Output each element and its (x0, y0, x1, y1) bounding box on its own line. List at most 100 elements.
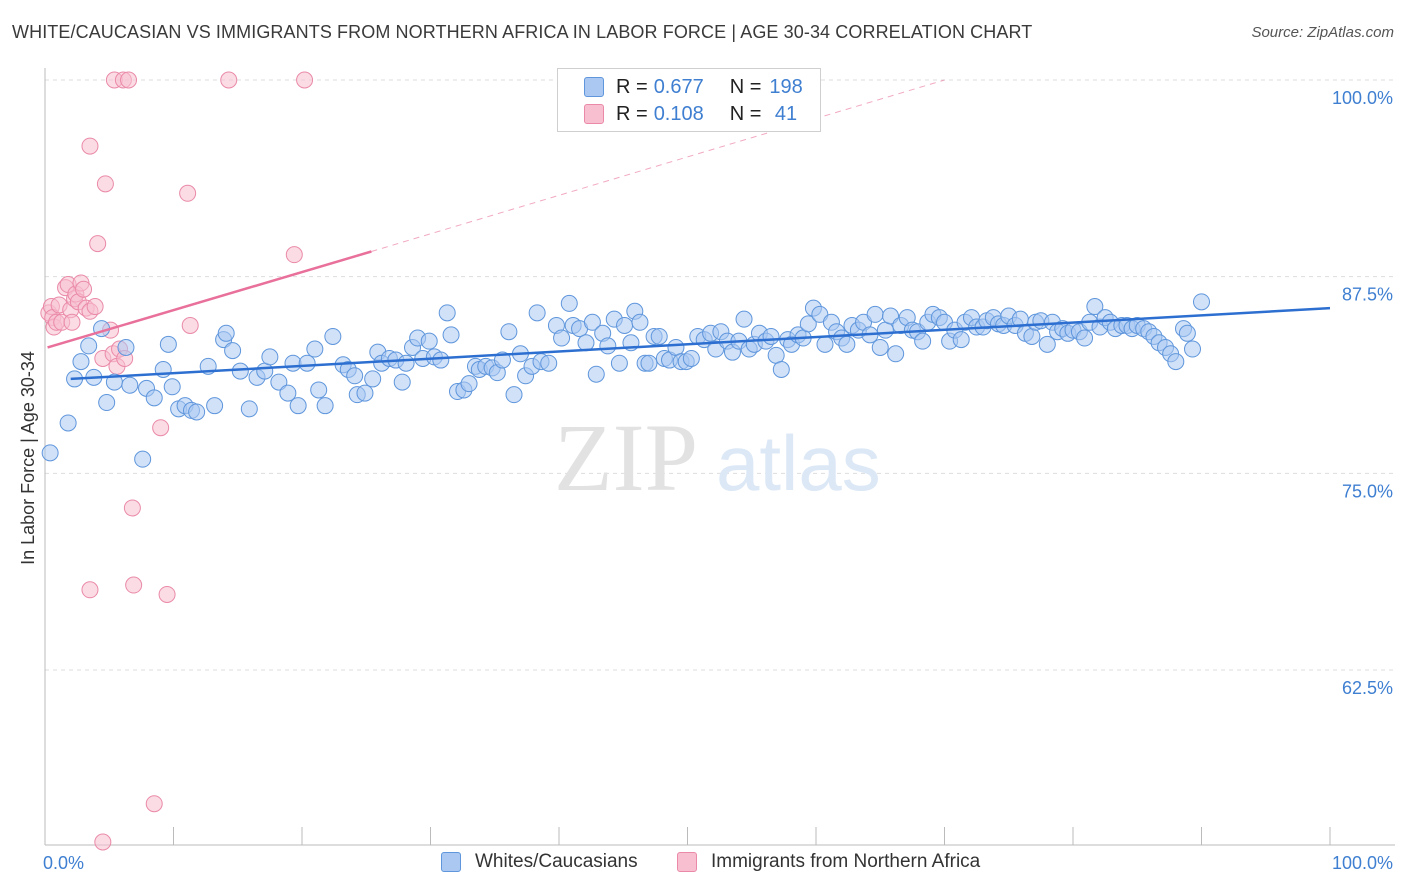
chart-title: WHITE/CAUCASIAN VS IMMIGRANTS FROM NORTH… (12, 22, 1033, 42)
blue-data-point (667, 338, 685, 356)
blue-data-point (838, 335, 856, 353)
blue-data-point (188, 403, 206, 421)
blue-data-point (159, 335, 177, 353)
blue-data-point (682, 349, 700, 367)
blue-data-point (324, 327, 342, 345)
blue-data-point (289, 397, 307, 415)
blue-data-point (364, 370, 382, 388)
source-label: Source: ZipAtlas.com (1251, 24, 1394, 41)
blue-data-point (163, 378, 181, 396)
blue-data-point (528, 304, 546, 322)
blue-data-point (72, 353, 90, 371)
pink-data-point (158, 585, 176, 603)
blue-data-point (560, 294, 578, 312)
blue-data-point (1023, 327, 1041, 345)
blue-data-point (298, 354, 316, 372)
trend-lines (47, 79, 1331, 381)
pink-data-point (152, 419, 170, 437)
blue-data-point (1086, 298, 1104, 316)
x-tick-label: 0.0% (43, 853, 84, 873)
blue-data-point (284, 354, 302, 372)
blue-data-point (356, 384, 374, 402)
blue-data-point (393, 373, 411, 391)
legend-item-whites[interactable]: Whites/Caucasians (441, 851, 638, 873)
pink-data-point (123, 499, 141, 517)
legend-swatch-blue (441, 852, 461, 872)
blue-data-point (279, 384, 297, 402)
pink-data-point (94, 833, 112, 851)
blue-data-point (240, 400, 258, 418)
blue-data-point (217, 324, 235, 342)
legend-r-value: 0.108 (653, 102, 704, 125)
blue-data-point (577, 334, 595, 352)
blue-data-point (1184, 340, 1202, 358)
blue-data-point (442, 326, 460, 344)
blue-data-point (206, 397, 224, 415)
pink-data-point (125, 576, 143, 594)
legend-n-label: N = (729, 75, 762, 98)
blue-data-point (599, 337, 617, 355)
pink-data-point (75, 280, 93, 298)
legend-label-whites: Whites/Caucasians (475, 851, 638, 872)
blue-data-point (1038, 335, 1056, 353)
blue-data-point (887, 345, 905, 363)
pink-data-point (220, 71, 238, 89)
legend-r-label: R = (616, 75, 648, 98)
blue-data-point (540, 354, 558, 372)
legend-swatch-pink (677, 852, 697, 872)
pink-data-point (96, 175, 114, 193)
blue-data-point (640, 354, 658, 372)
blue-data-point (772, 360, 790, 378)
blue-data-point (914, 332, 932, 350)
blue-data-point (270, 373, 288, 391)
blue-data-point (767, 346, 785, 364)
blue-data-point (816, 335, 834, 353)
y-tick-label: 87.5% (1342, 285, 1393, 305)
blue-data-point (866, 305, 884, 323)
blue-data-point (500, 323, 518, 341)
legend-row-blue: R = 0.677 N = 198 (584, 74, 803, 100)
legend-n-label: N = (729, 102, 762, 125)
blue-data-point (587, 365, 605, 383)
y-tick-label: 100.0% (1332, 88, 1393, 108)
blue-data-point (80, 337, 98, 355)
blue-data-point (231, 362, 249, 380)
blue-data-point (432, 351, 450, 369)
pink-data-point (296, 71, 314, 89)
legend-item-immigrants[interactable]: Immigrants from Northern Africa (677, 851, 980, 873)
blue-data-point (553, 329, 571, 347)
blue-data-point (346, 367, 364, 385)
blue-data-point (871, 338, 889, 356)
watermark-atlas: atlas (716, 419, 881, 507)
blue-data-point (438, 304, 456, 322)
blue-data-point (316, 397, 334, 415)
blue-data-point (224, 342, 242, 360)
pink-data-point (63, 313, 81, 331)
blue-data-point (610, 354, 628, 372)
pink-data-point (86, 298, 104, 316)
blue-data-point (762, 327, 780, 345)
y-tick-label: 75.0% (1342, 481, 1393, 501)
blue-data-point (616, 316, 634, 334)
series-legend: Whites/Caucasians Immigrants from Northe… (0, 851, 1406, 877)
legend-n-value: 198 (769, 75, 803, 98)
blue-data-point (59, 414, 77, 432)
pink-data-point (181, 316, 199, 334)
y-tick-label: 62.5% (1342, 678, 1393, 698)
blue-data-point (420, 332, 438, 350)
tick-labels: 62.5% 75.0% 87.5% 100.0% 0.0% 100.0% (43, 88, 1393, 873)
blue-data-point (397, 354, 415, 372)
x-tick-label: 100.0% (1332, 853, 1393, 873)
pink-trend-line (47, 250, 372, 349)
legend-n-value: 41 (769, 102, 798, 125)
blue-data-point (876, 321, 894, 339)
pink-series-points (40, 71, 314, 851)
blue-data-point (256, 362, 274, 380)
blue-data-point (505, 386, 523, 404)
pink-data-point (285, 246, 303, 264)
blue-data-point (306, 340, 324, 358)
pink-data-point (179, 184, 197, 202)
blue-data-point (631, 313, 649, 331)
pink-data-point (81, 581, 99, 599)
